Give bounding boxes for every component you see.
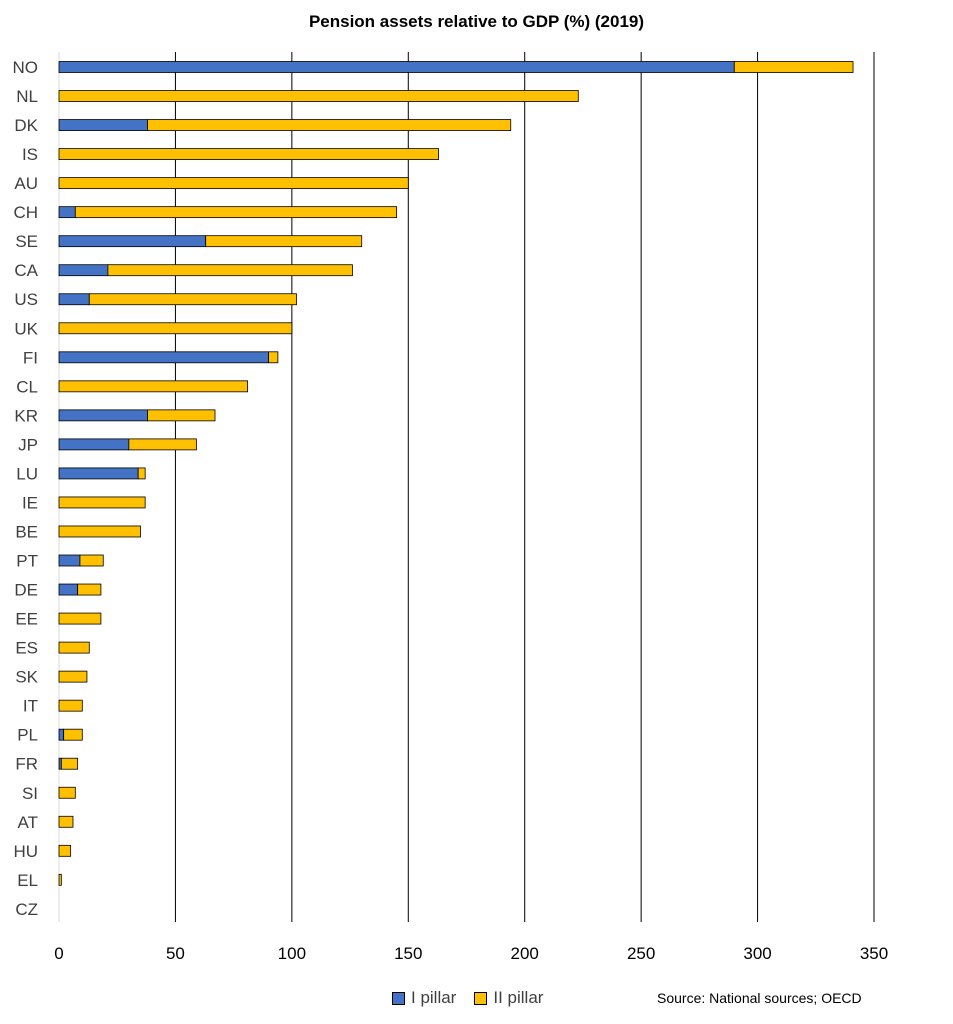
x-tick-label: 0: [54, 944, 63, 963]
legend-swatch-series-1: [392, 991, 405, 1005]
category-label: ES: [15, 639, 38, 658]
x-tick-label: 250: [627, 944, 655, 963]
category-label: FI: [23, 348, 38, 367]
category-label: SI: [22, 784, 38, 803]
bar-segment-series-2: [58, 322, 293, 335]
bar-segment-series-2: [137, 467, 146, 480]
category-label: US: [14, 290, 38, 309]
category-label: KR: [14, 406, 38, 425]
bar-segment-series-2: [58, 786, 76, 799]
bar-segment-series-2: [147, 119, 512, 131]
category-label: JP: [18, 435, 38, 454]
category-label: AT: [18, 813, 38, 832]
x-tick-label: 350: [860, 944, 888, 963]
x-tick-label: 300: [743, 944, 771, 963]
category-label: AU: [14, 174, 38, 193]
category-labels: NO NL DK IS AU CH SE CA US UK FI CL KR JP LU IE BE PT DE EE…: [13, 58, 39, 919]
bar-segment-series-1: [58, 293, 90, 306]
gridlines: [58, 52, 875, 922]
legend-swatch-series-2: [474, 991, 488, 1005]
legend-label-series-2: II pillar: [493, 988, 544, 1007]
category-label: IE: [22, 493, 38, 512]
bar-segment-series-1: [58, 583, 79, 596]
bar-segment-series-2: [58, 815, 74, 828]
category-label: CZ: [15, 900, 38, 919]
category-label: DE: [14, 581, 38, 600]
category-label: CA: [14, 261, 38, 280]
bar-segment-series-2: [58, 612, 102, 625]
bar-segment-series-1: [58, 467, 139, 480]
category-label: UK: [14, 319, 38, 338]
category-label: BE: [15, 522, 38, 541]
bar-segment-series-2: [60, 757, 79, 770]
bar-segment-series-1: [58, 119, 148, 131]
legend-item-series-2: II pillar: [474, 988, 543, 1008]
bar-segment-series-2: [88, 293, 297, 306]
category-label: NL: [16, 87, 38, 106]
category-label: HU: [13, 842, 38, 861]
bar-segment-series-2: [58, 844, 72, 857]
category-label: SK: [15, 668, 38, 687]
x-tick-label: 200: [511, 944, 539, 963]
category-label: EE: [15, 610, 38, 629]
bar-segment-series-2: [58, 873, 62, 886]
bar-segment-series-2: [58, 496, 146, 509]
bar-segment-series-2: [733, 61, 854, 73]
bar-segment-series-2: [58, 699, 83, 712]
category-label: NO: [13, 58, 39, 77]
bar-segment-series-2: [58, 670, 88, 683]
bar-segment-series-1: [58, 409, 148, 422]
category-label: IT: [23, 697, 38, 716]
x-tick-label: 100: [278, 944, 306, 963]
category-label: FR: [15, 755, 38, 774]
chart-title: Pension assets relative to GDP (%) (2019…: [308, 12, 645, 31]
bar-segment-series-2: [128, 438, 197, 451]
bar-segment-series-2: [58, 380, 249, 393]
category-label: EL: [17, 871, 38, 890]
legend-label-series-1: I pillar: [411, 988, 457, 1007]
bar-segment-series-2: [63, 728, 83, 741]
legend: I pillar II pillar: [392, 988, 561, 1008]
category-label: LU: [16, 464, 38, 483]
bar-segment-series-1: [58, 728, 65, 741]
bar-segment-series-1: [58, 351, 269, 364]
x-tick-label: 50: [166, 944, 185, 963]
bar-segment-series-2: [74, 206, 398, 219]
bar-segment-series-2: [268, 351, 279, 364]
category-label: DK: [14, 116, 38, 135]
source-note: Source: National sources; OECD: [657, 990, 862, 1006]
bar-segment-series-2: [58, 177, 409, 190]
bar-segment-series-2: [147, 409, 216, 422]
bar-segment-series-2: [77, 583, 102, 596]
x-tick-labels: 0 50 100 150 200 250 300 350: [54, 944, 888, 963]
bar-segment-series-2: [205, 235, 363, 248]
category-label: SE: [15, 232, 38, 251]
category-label: PT: [16, 552, 38, 571]
bar-segment-series-1: [58, 438, 130, 451]
bar-segment-series-2: [58, 148, 439, 160]
legend-item-series-1: I pillar: [392, 988, 456, 1008]
bars: [58, 61, 854, 886]
bar-segment-series-2: [58, 525, 141, 538]
category-label: PL: [17, 726, 38, 745]
bar-segment-series-2: [107, 264, 353, 277]
bar-segment-series-1: [58, 554, 81, 567]
bar-segment-series-2: [58, 90, 579, 102]
x-tick-label: 150: [394, 944, 422, 963]
category-label: IS: [22, 145, 38, 164]
category-label: CL: [16, 377, 38, 396]
bar-segment-series-1: [58, 264, 109, 277]
bar-segment-series-1: [58, 61, 735, 73]
category-label: CH: [13, 203, 38, 222]
bar-segment-series-2: [79, 554, 104, 567]
bar-segment-series-1: [58, 235, 207, 248]
bar-segment-series-1: [58, 206, 76, 219]
bar-segment-series-2: [58, 641, 90, 654]
